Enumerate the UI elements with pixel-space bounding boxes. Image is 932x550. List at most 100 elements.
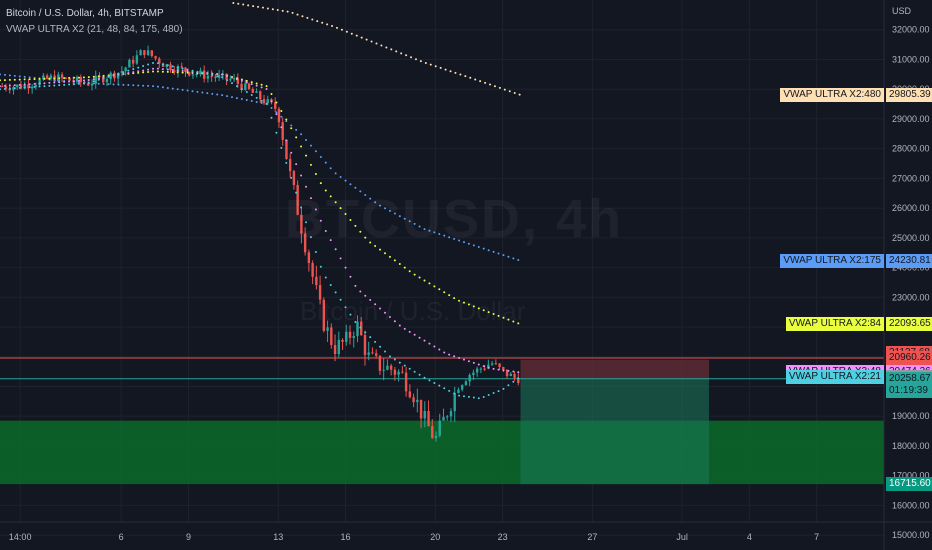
vwap-dot xyxy=(443,291,446,294)
vwap-dot xyxy=(161,70,164,73)
vwap-dot xyxy=(112,83,115,86)
vwap-dot xyxy=(235,85,238,88)
vwap-dot xyxy=(290,127,293,130)
y-tick-label: 19000.00 xyxy=(892,411,930,421)
vwap-dot xyxy=(280,146,283,149)
vwap-dot xyxy=(502,254,505,257)
candle-body xyxy=(404,372,408,392)
vwap-dot xyxy=(453,355,456,358)
vwap-dot xyxy=(345,30,348,33)
vwap-dot xyxy=(38,85,41,88)
vwap-dot xyxy=(453,297,456,300)
vwap-dot xyxy=(359,290,362,293)
vwap-series-label: VWAP ULTRA X2:480 xyxy=(780,87,884,102)
vwap-dot xyxy=(221,94,224,97)
vwap-dot xyxy=(474,78,477,81)
vwap-dot xyxy=(354,186,357,189)
candle-body xyxy=(479,368,483,370)
candle-body xyxy=(247,83,251,89)
vwap-dot xyxy=(191,90,194,93)
vwap-dot xyxy=(280,115,283,118)
vwap-dot xyxy=(393,320,396,323)
vwap-dot xyxy=(477,397,480,400)
candle-body xyxy=(416,399,419,403)
candle-body xyxy=(288,159,292,172)
vwap-dot xyxy=(63,80,66,83)
vwap-dot xyxy=(448,389,451,392)
vwap-dot xyxy=(408,330,411,333)
vwap-dot xyxy=(344,179,347,182)
vwap-dot xyxy=(53,81,56,84)
price-tag: 29805.39 xyxy=(886,87,932,102)
vwap-dot xyxy=(33,78,36,81)
vwap-dot xyxy=(453,237,456,240)
vwap-dot xyxy=(117,72,120,75)
vwap-dot xyxy=(295,128,298,131)
vwap-dot xyxy=(384,252,387,255)
vwap-dot xyxy=(324,229,327,232)
candle-body xyxy=(490,363,494,365)
vwap-dot xyxy=(321,21,324,24)
vwap-dot xyxy=(384,311,387,314)
vwap-dot xyxy=(161,68,164,71)
candle-body xyxy=(281,122,284,140)
vwap-dot xyxy=(296,13,299,16)
candle-body xyxy=(274,102,277,109)
vwap-dot xyxy=(334,201,337,204)
vwap-dot xyxy=(166,68,169,71)
vwap-dot xyxy=(58,81,61,84)
vwap-dot xyxy=(374,201,377,204)
vwap-dot xyxy=(221,76,224,79)
vwap-dot xyxy=(408,367,411,370)
candle-body xyxy=(498,363,501,368)
vwap-dot xyxy=(462,241,465,244)
candle-body xyxy=(109,72,112,80)
vwap-dot xyxy=(429,63,432,66)
vwap-dot xyxy=(53,84,56,87)
demand-zone xyxy=(0,420,884,485)
vwap-dot xyxy=(355,34,358,37)
vwap-dot xyxy=(492,367,495,370)
candle-body xyxy=(315,276,318,286)
candle-body xyxy=(438,420,441,436)
vwap-series-label: VWAP ULTRA X2:175 xyxy=(780,253,884,268)
candle-body xyxy=(102,76,105,83)
candle-body xyxy=(348,331,352,338)
candle-body xyxy=(449,411,453,417)
vwap-dot xyxy=(479,80,482,83)
vwap-dot xyxy=(271,8,274,11)
vwap-dot xyxy=(319,155,322,158)
candle-body xyxy=(94,75,97,84)
vwap-dot xyxy=(77,81,80,84)
indicator-title[interactable]: VWAP ULTRA X2 (21, 48, 84, 175, 480) xyxy=(6,24,183,35)
candle-body xyxy=(285,139,288,160)
vwap-dot xyxy=(68,80,71,83)
candle-body xyxy=(303,233,307,253)
vwap-dot xyxy=(270,100,273,103)
candle-body xyxy=(262,99,266,104)
vwap-dot xyxy=(449,70,452,73)
candle-body xyxy=(442,416,445,421)
vwap-dot xyxy=(3,73,6,76)
vwap-dot xyxy=(0,79,1,82)
vwap-dot xyxy=(176,66,179,69)
vwap-dot xyxy=(438,232,441,235)
candle-body xyxy=(255,91,258,93)
candle-body xyxy=(131,59,135,64)
vwap-dot xyxy=(375,42,378,45)
vwap-dot xyxy=(48,84,51,87)
vwap-dot xyxy=(448,353,451,356)
vwap-dot xyxy=(428,342,431,345)
vwap-dot xyxy=(226,95,229,98)
candle-body xyxy=(202,70,206,79)
vwap-dot xyxy=(48,81,51,84)
vwap-dot xyxy=(216,75,219,78)
vwap-dot xyxy=(92,75,95,78)
candle-body xyxy=(180,66,183,68)
vwap-dot xyxy=(319,265,322,268)
candle-body xyxy=(251,88,254,93)
candle-body xyxy=(60,74,64,78)
vwap-dot xyxy=(305,138,308,141)
vwap-dot xyxy=(23,78,26,81)
